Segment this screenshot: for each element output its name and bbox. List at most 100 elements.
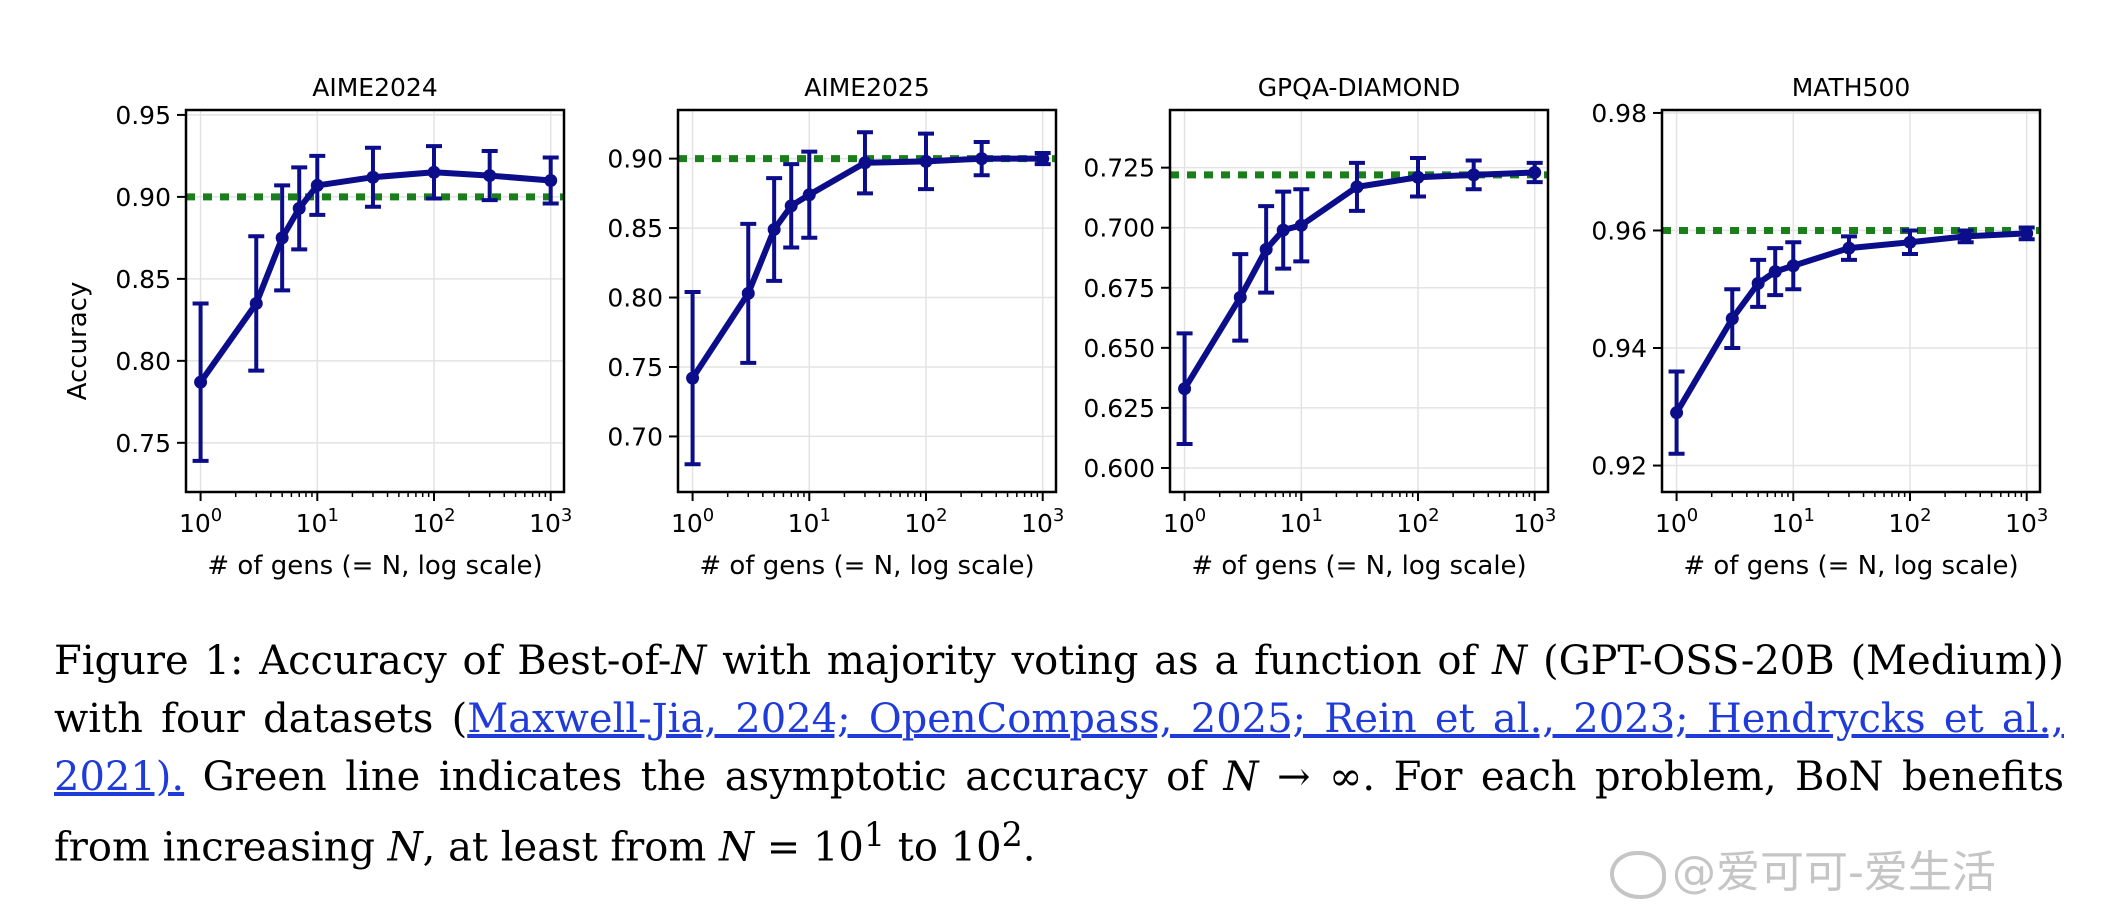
plot-frame [676, 108, 1058, 494]
x-tick-label: 102 [1888, 505, 1931, 538]
x-tick-label: 103 [2005, 505, 2048, 538]
caption-text-5: . For each problem, BoN benefits from in… [54, 754, 2065, 871]
data-point [1276, 223, 1290, 237]
data-point [1036, 152, 1050, 166]
series-line [1182, 169, 1535, 391]
plot-frame [1660, 108, 2042, 494]
y-tick-label: 0.98 [1591, 99, 1647, 128]
data-point [1259, 242, 1273, 256]
data-point [292, 201, 306, 215]
panel-title: MATH500 [1792, 73, 1911, 102]
y-tick-label: 0.75 [115, 429, 171, 458]
caption-arrow-infinity: → ∞ [1258, 754, 1363, 800]
data-point [767, 222, 781, 236]
caption-text-8: to 10 [885, 824, 1002, 871]
data-point [483, 169, 497, 183]
caption-text-1: Figure 1: Accuracy of Best-of- [54, 638, 672, 684]
x-tick-label: 101 [296, 505, 339, 538]
data-point [1670, 406, 1684, 420]
data-point [194, 375, 208, 389]
data-point [1178, 382, 1192, 396]
caption-superscript: 2 [1001, 815, 1023, 854]
x-tick-label: 100 [1163, 505, 1206, 538]
figure-panels: AIME2024 0.75 0.80 0.85 0.90 0.95 100 101 102 103… [63, 73, 2048, 581]
data-point [741, 286, 755, 300]
y-tick-label: 0.94 [1591, 334, 1647, 363]
caption-math-N: N [671, 638, 707, 684]
weibo-icon [1610, 851, 1666, 899]
watermark: @爱可可-爱生活 [1610, 836, 1996, 900]
x-tick-label: 103 [1021, 505, 1064, 538]
data-point [310, 178, 324, 192]
chart-panel-aime2024: AIME2024 0.75 0.80 0.85 0.90 0.95 100 101 102 103… [63, 73, 572, 581]
caption-math-N: N [719, 824, 755, 871]
caption-math-N: N [1223, 754, 1259, 800]
y-tick-label: 0.85 [607, 214, 663, 243]
y-tick-label: 0.625 [1083, 394, 1155, 423]
x-axis-label: # of gens (= N, log scale) [1683, 551, 2018, 581]
data-point [858, 156, 872, 170]
data-point [1751, 276, 1765, 290]
series-line [198, 169, 551, 384]
caption-text-4: Green line indicates the asymptotic accu… [184, 754, 1224, 800]
y-tick-label: 0.96 [1591, 216, 1647, 245]
x-tick-label: 102 [412, 505, 455, 538]
data-point [1725, 312, 1739, 326]
x-tick-label: 102 [904, 505, 947, 538]
x-tick-label: 100 [179, 505, 222, 538]
data-point [249, 296, 263, 310]
x-axis-label: # of gens (= N, log scale) [207, 551, 542, 581]
x-tick-label: 102 [1396, 505, 1439, 538]
caption-text-7: = 10 [754, 824, 864, 871]
y-tick-label: 0.675 [1083, 274, 1155, 303]
x-tick-label: 100 [1655, 505, 1698, 538]
caption-text-2: with majority voting as a function of [706, 638, 1493, 684]
panel-title: AIME2025 [804, 73, 929, 102]
y-tick-label: 0.650 [1083, 334, 1155, 363]
y-tick-label: 0.80 [607, 284, 663, 313]
y-tick-label: 0.70 [607, 422, 663, 451]
x-axis-label: # of gens (= N, log scale) [699, 551, 1034, 581]
data-point [2020, 226, 2034, 240]
figure-caption: Figure 1: Accuracy of Best-of-N with maj… [54, 632, 2064, 876]
data-point [1233, 290, 1247, 304]
data-point [1467, 168, 1481, 182]
y-tick-label: 0.700 [1083, 214, 1155, 243]
watermark-text: @爱可可-爱生活 [1672, 847, 1996, 898]
x-tick-label: 101 [1772, 505, 1815, 538]
data-point [1768, 265, 1782, 279]
plot-frame [184, 108, 566, 494]
data-point [1411, 170, 1425, 184]
x-tick-label: 103 [1513, 505, 1556, 538]
x-tick-label: 103 [529, 505, 572, 538]
y-tick-label: 0.90 [115, 183, 171, 212]
chart-panel-math500: MATH500 0.92 0.94 0.96 0.98 100 101 102 103 # of … [1591, 73, 2048, 581]
chart-panel-aime2025: AIME2025 0.70 0.75 0.80 0.85 0.90 100 101 102 103… [607, 73, 1064, 581]
chart-panel-gpqa-diamond: GPQA-DIAMOND 0.600 0.625 0.650 0.675 0.700 0.7… [1083, 73, 1556, 581]
data-point [975, 152, 989, 166]
y-tick-label: 0.85 [115, 265, 171, 294]
caption-text-9: . [1022, 824, 1036, 871]
caption-text-3: (GPT-OSS-20B (Medium)) with four dataset… [54, 638, 2064, 742]
data-point [1786, 259, 1800, 273]
y-tick-label: 0.725 [1083, 154, 1155, 183]
y-tick-label: 0.80 [115, 347, 171, 376]
y-axis-label: Accuracy [63, 282, 93, 401]
data-point [427, 165, 441, 179]
panel-title: GPQA-DIAMOND [1258, 73, 1461, 102]
data-point [686, 371, 700, 385]
x-tick-label: 101 [788, 505, 831, 538]
caption-math-N: N [387, 824, 423, 871]
y-tick-label: 0.95 [115, 101, 171, 130]
x-tick-label: 101 [1280, 505, 1323, 538]
caption-math-N: N [1492, 638, 1528, 684]
data-point [1528, 165, 1542, 179]
x-tick-label: 100 [671, 505, 714, 538]
data-point [1903, 235, 1917, 249]
caption-superscript: 1 [863, 815, 886, 854]
data-point [784, 199, 798, 213]
caption-text-6: , at least from [422, 824, 720, 871]
plot-frame [1168, 108, 1550, 494]
data-point [544, 173, 558, 187]
citation-links[interactable]: Maxwell-Jia, 2024; OpenCompass, 2025; Re… [54, 696, 2064, 800]
